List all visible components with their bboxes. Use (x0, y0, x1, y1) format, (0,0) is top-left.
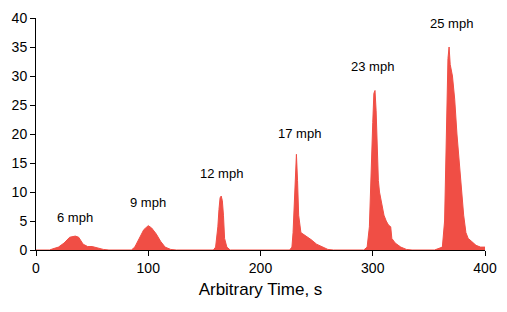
svg-text:200: 200 (249, 260, 273, 276)
svg-text:6 mph: 6 mph (57, 210, 93, 225)
svg-text:100: 100 (137, 260, 161, 276)
svg-text:30: 30 (12, 68, 28, 84)
svg-text:20: 20 (12, 126, 28, 142)
svg-text:15: 15 (12, 155, 28, 171)
svg-text:0: 0 (19, 242, 27, 258)
svg-text:23 mph: 23 mph (351, 59, 394, 74)
svg-text:9 mph: 9 mph (130, 195, 166, 210)
svg-text:25: 25 (12, 97, 28, 113)
svg-text:Arbitrary Time, s: Arbitrary Time, s (199, 280, 323, 299)
svg-text:400: 400 (473, 260, 497, 276)
svg-text:12 mph: 12 mph (200, 166, 243, 181)
svg-text:35: 35 (12, 39, 28, 55)
svg-text:300: 300 (361, 260, 385, 276)
svg-text:0: 0 (32, 260, 40, 276)
svg-text:5: 5 (19, 213, 27, 229)
svg-text:10: 10 (12, 184, 28, 200)
svg-text:17 mph: 17 mph (278, 126, 321, 141)
svg-text:40: 40 (12, 10, 28, 26)
svg-text:25 mph: 25 mph (430, 16, 473, 31)
